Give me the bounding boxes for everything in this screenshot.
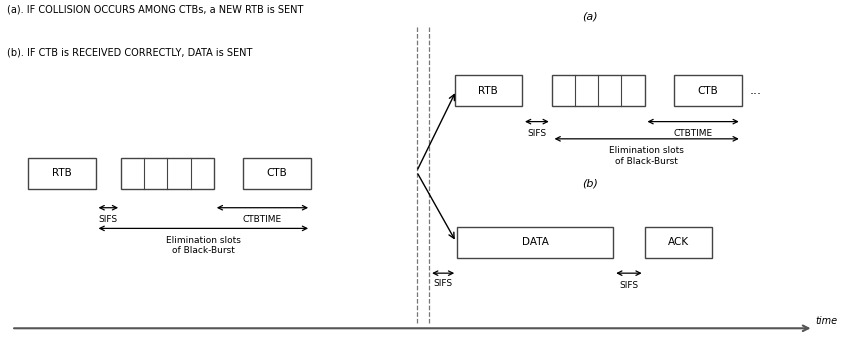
FancyBboxPatch shape <box>243 158 311 189</box>
Text: CTBTIME: CTBTIME <box>243 215 282 224</box>
FancyBboxPatch shape <box>644 227 712 258</box>
Text: SIFS: SIFS <box>620 281 638 290</box>
FancyBboxPatch shape <box>121 158 214 189</box>
FancyBboxPatch shape <box>457 227 614 258</box>
Text: ACK: ACK <box>668 237 688 247</box>
Text: Elimination slots
of Black-Burst: Elimination slots of Black-Burst <box>609 146 684 166</box>
Text: SIFS: SIFS <box>527 129 547 138</box>
Text: (a). IF COLLISION OCCURS AMONG CTBs, a NEW RTB is SENT: (a). IF COLLISION OCCURS AMONG CTBs, a N… <box>7 5 303 14</box>
Text: RTB: RTB <box>479 86 498 96</box>
Text: RTB: RTB <box>52 168 71 178</box>
Text: (b). IF CTB is RECEIVED CORRECTLY, DATA is SENT: (b). IF CTB is RECEIVED CORRECTLY, DATA … <box>7 48 252 57</box>
Text: (a): (a) <box>582 12 598 21</box>
Text: ...: ... <box>750 84 762 97</box>
Text: SIFS: SIFS <box>99 215 118 224</box>
FancyBboxPatch shape <box>455 75 522 106</box>
Text: SIFS: SIFS <box>434 279 453 288</box>
FancyBboxPatch shape <box>28 158 96 189</box>
Text: CTBTIME: CTBTIME <box>673 129 712 138</box>
FancyBboxPatch shape <box>674 75 742 106</box>
Text: (b): (b) <box>581 178 598 188</box>
Text: time: time <box>815 316 837 327</box>
Text: CTB: CTB <box>267 168 287 178</box>
Text: CTB: CTB <box>698 86 718 96</box>
FancyBboxPatch shape <box>552 75 644 106</box>
Text: DATA: DATA <box>522 237 548 247</box>
Text: Elimination slots
of Black-Burst: Elimination slots of Black-Burst <box>166 236 241 256</box>
